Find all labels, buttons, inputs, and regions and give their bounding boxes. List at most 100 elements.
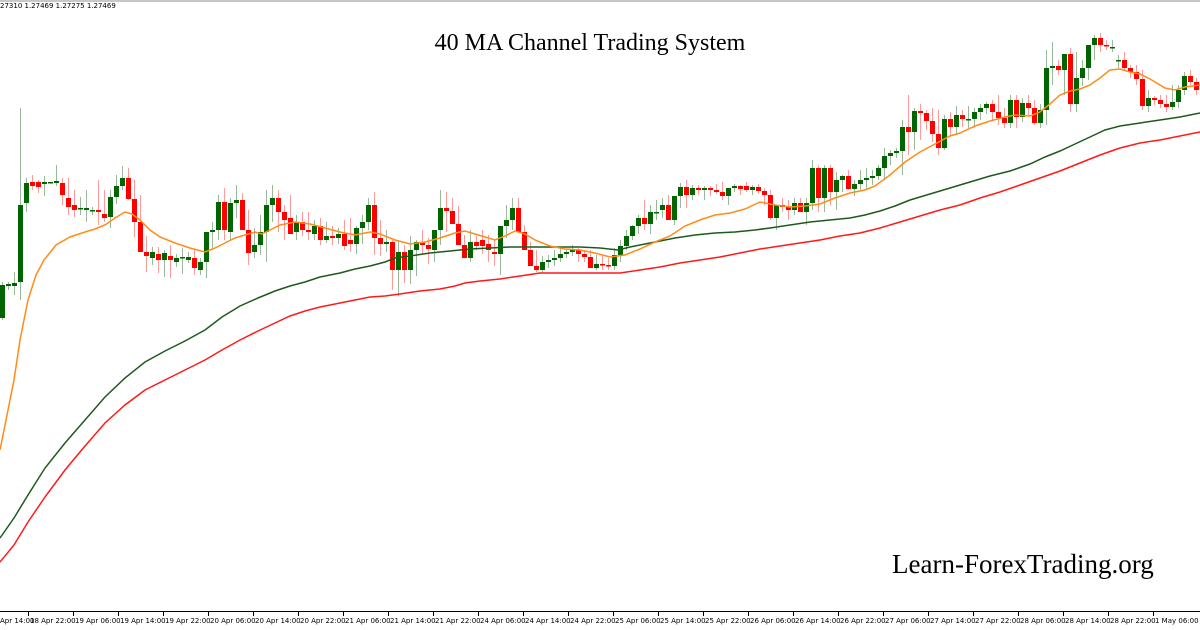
candle: [594, 255, 599, 270]
candle: [720, 182, 725, 200]
candle: [174, 254, 179, 267]
candle: [636, 215, 641, 234]
candle: [984, 102, 989, 114]
candle: [702, 186, 707, 200]
ma-low-line: [0, 131, 1200, 563]
time-axis-line: [0, 611, 1200, 612]
candle: [18, 108, 23, 300]
candle: [942, 115, 947, 150]
candle: [876, 165, 881, 180]
candle: [666, 195, 671, 220]
candle: [540, 256, 545, 273]
time-axis-label: Apr 14:00: [0, 617, 35, 625]
candle: [282, 205, 287, 240]
candle: [234, 185, 239, 218]
candle: [696, 185, 701, 195]
candle: [852, 180, 857, 196]
candle: [600, 256, 605, 270]
time-axis-label: 26 Apr 06:00: [750, 617, 796, 625]
candle: [114, 175, 119, 204]
candle: [480, 230, 485, 254]
candle: [954, 106, 959, 135]
time-axis-label: 19 Apr 22:00: [165, 617, 211, 625]
candle: [198, 258, 203, 275]
candle: [918, 104, 923, 140]
time-axis-tick: [568, 611, 569, 616]
candle: [312, 220, 317, 240]
time-axis-label: 20 Apr 22:00: [300, 617, 346, 625]
candle: [144, 236, 149, 272]
candle: [630, 225, 635, 240]
candle: [300, 212, 305, 236]
candle: [678, 183, 683, 208]
candle: [12, 272, 17, 295]
candle: [546, 255, 551, 268]
candle: [960, 110, 965, 127]
candle: [192, 250, 197, 275]
candle: [528, 242, 533, 266]
candle: [78, 197, 83, 215]
candle: [360, 215, 365, 244]
candle: [894, 148, 899, 158]
candle: [66, 178, 71, 215]
time-axis-label: 26 Apr 14:00: [795, 617, 841, 625]
candle: [840, 175, 845, 192]
candle: [444, 192, 449, 232]
candle: [672, 196, 677, 225]
time-axis-label: 25 Apr 06:00: [615, 617, 661, 625]
time-axis-label: 27 Apr 06:00: [885, 617, 931, 625]
candle: [804, 198, 809, 225]
price-plot[interactable]: [0, 0, 1200, 612]
candle: [222, 188, 227, 240]
candle: [900, 120, 905, 175]
candle: [288, 195, 293, 234]
candle: [768, 190, 773, 220]
candle: [348, 218, 353, 252]
candle: [810, 160, 815, 210]
candle: [564, 250, 569, 258]
candle: [252, 228, 257, 258]
candle: [1188, 70, 1193, 85]
time-axis-tick: [883, 611, 884, 616]
candle: [96, 180, 101, 225]
candle: [402, 245, 407, 283]
candle: [474, 236, 479, 250]
candle: [354, 226, 359, 254]
candle: [882, 148, 887, 180]
candle: [6, 282, 11, 290]
candle: [828, 165, 833, 205]
time-axis-tick: [1018, 611, 1019, 616]
candles-layer: [0, 33, 1199, 320]
time-axis-tick: [343, 611, 344, 616]
time-axis-tick: [163, 611, 164, 616]
candle: [690, 185, 695, 200]
candle: [1152, 96, 1157, 105]
candle: [864, 168, 869, 190]
candle: [306, 212, 311, 240]
candle: [246, 210, 251, 265]
candle: [1008, 95, 1013, 128]
candle: [726, 188, 731, 205]
candle: [180, 248, 185, 274]
candle: [1050, 42, 1055, 85]
candle: [870, 170, 875, 185]
candle: [1062, 54, 1067, 95]
candle: [1032, 100, 1037, 125]
time-axis-label: 28 Apr 06:00: [1020, 617, 1066, 625]
time-axis-label: 24 Apr 22:00: [570, 617, 616, 625]
candle: [1014, 95, 1019, 128]
ohlc-readout: 27310 1.27469 1.27275 1.27469: [0, 2, 116, 10]
candle: [378, 220, 383, 256]
time-axis[interactable]: Apr 14:00 18 Apr 22:00 19 Apr 06:00 19 Apr …: [0, 611, 1200, 630]
time-axis-tick: [73, 611, 74, 616]
candle: [186, 252, 191, 263]
time-axis-tick: [298, 611, 299, 616]
candle: [1026, 95, 1031, 115]
candle: [156, 247, 161, 273]
candle: [1068, 48, 1073, 112]
candle: [270, 185, 275, 222]
candle: [330, 226, 335, 245]
candle: [24, 178, 29, 212]
candle: [72, 190, 77, 217]
